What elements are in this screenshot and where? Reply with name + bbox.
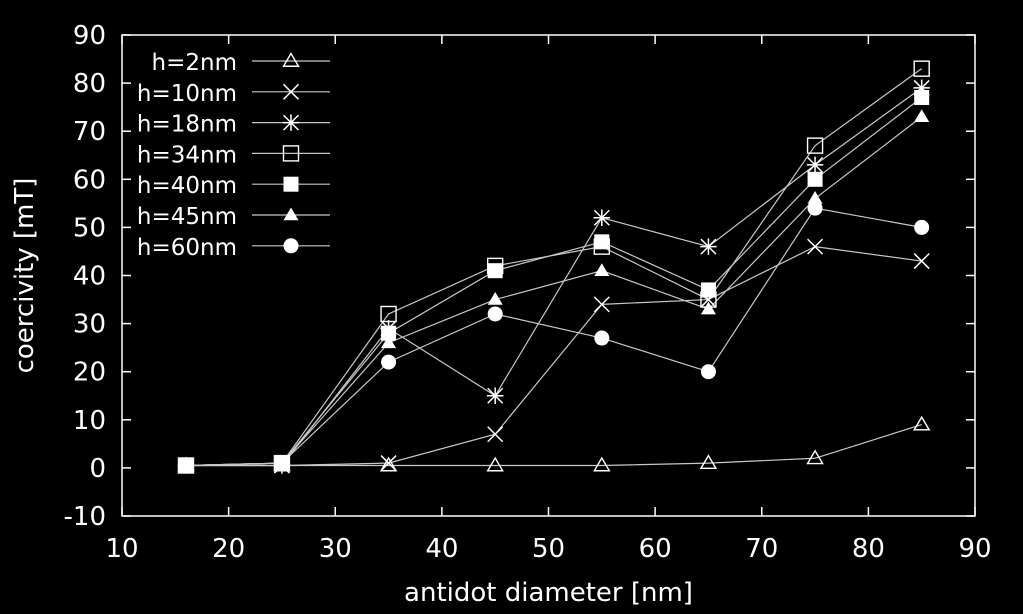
legend-marker: [282, 145, 300, 162]
data-point-series-7: [487, 306, 503, 322]
legend-label: h=60nm: [137, 235, 237, 261]
data-point-series-1: [379, 456, 398, 472]
x-axis-label: antidot diameter [nm]: [404, 578, 693, 608]
legend-label: h=10nm: [137, 81, 237, 107]
data-point-series-1: [806, 449, 824, 465]
data-point-series-1: [912, 415, 931, 431]
legend-marker: [282, 114, 300, 131]
data-point-series-6: [594, 263, 610, 276]
y-tick-label: 30: [73, 310, 106, 340]
y-tick-label: 90: [73, 21, 106, 51]
plot-frame: [121, 34, 976, 517]
legend-marker: [282, 52, 300, 67]
x-tick-label: 10: [105, 534, 138, 564]
y-tick-label: 0: [89, 454, 106, 484]
data-point-series-7: [700, 364, 716, 380]
data-point-series-2: [380, 455, 397, 472]
data-point-series-3: [593, 209, 611, 227]
data-point-series-2: [807, 238, 824, 255]
y-tick-label: 50: [73, 213, 106, 243]
data-point-series-7: [914, 219, 930, 235]
legend-marker: [283, 238, 299, 254]
x-tick-label: 80: [852, 534, 885, 564]
data-point-series-4: [806, 137, 824, 154]
data-point-series-1: [486, 456, 504, 472]
y-tick-label: 80: [73, 69, 106, 99]
series-line-2: [185, 246, 922, 467]
series-line-6: [185, 116, 923, 467]
legend-marker: [282, 83, 300, 100]
data-point-series-6: [807, 191, 823, 204]
series-line-5: [185, 97, 923, 467]
data-point-series-6: [381, 335, 397, 349]
legend-marker: [283, 207, 299, 221]
y-tick-label: 40: [73, 262, 106, 292]
data-point-series-5: [487, 263, 503, 279]
x-tick-label: 90: [958, 534, 991, 564]
data-point-series-7: [381, 354, 397, 370]
x-tick-label: 30: [319, 534, 352, 564]
data-point-series-3: [700, 238, 717, 255]
legend-label: h=40nm: [137, 173, 237, 199]
data-point-series-5: [700, 282, 716, 298]
series-points: [177, 60, 931, 474]
data-point-series-6: [914, 109, 930, 123]
y-tick-label: -10: [64, 502, 106, 532]
data-point-series-5: [807, 171, 823, 187]
data-point-series-3: [913, 79, 930, 97]
data-point-series-6: [700, 301, 716, 315]
data-point-series-7: [594, 330, 610, 346]
data-point-series-5: [381, 325, 397, 341]
x-tick-label: 60: [639, 534, 672, 564]
legend-label: h=18nm: [137, 112, 237, 138]
x-tick-label: 20: [212, 534, 245, 564]
x-tick-label: 50: [532, 534, 565, 564]
data-point-series-3: [806, 156, 824, 174]
data-point-series-7: [178, 457, 194, 473]
data-point-series-6: [487, 292, 503, 305]
legend-label: h=2nm: [152, 50, 237, 76]
data-point-series-7: [807, 200, 823, 216]
y-axis-label: coercivity [mT]: [10, 178, 40, 374]
data-point-series-4: [380, 305, 397, 323]
data-point-series-3: [486, 387, 504, 404]
y-tick-label: 10: [73, 406, 106, 436]
y-tick-label: 70: [73, 117, 106, 147]
axis-ticks: 10 20 30 40 50 60 70 80 90 -10 0 10 20 30 40 50 60 70 80 90: [64, 21, 992, 564]
data-point-series-2: [593, 296, 610, 313]
series-lines: [185, 68, 923, 467]
data-point-series-1: [699, 454, 718, 470]
data-point-series-2: [913, 253, 930, 270]
data-point-series-7: [274, 455, 290, 471]
legend-label: h=34nm: [137, 142, 237, 168]
y-tick-label: 20: [73, 358, 106, 388]
data-point-series-5: [594, 234, 610, 250]
legend: h=2nm h=10nm h=18nm h=34nm h=40nm h=45nm h=60n…: [137, 50, 330, 261]
x-tick-label: 40: [425, 534, 458, 564]
y-tick-label: 60: [73, 165, 106, 195]
data-point-series-1: [593, 456, 611, 472]
data-point-series-2: [487, 426, 504, 443]
x-tick-label: 70: [745, 534, 778, 564]
data-point-series-4: [913, 60, 930, 77]
legend-marker: [283, 176, 299, 192]
data-point-series-5: [914, 90, 930, 106]
legend-label: h=45nm: [137, 204, 237, 230]
series-line-7: [185, 207, 922, 467]
